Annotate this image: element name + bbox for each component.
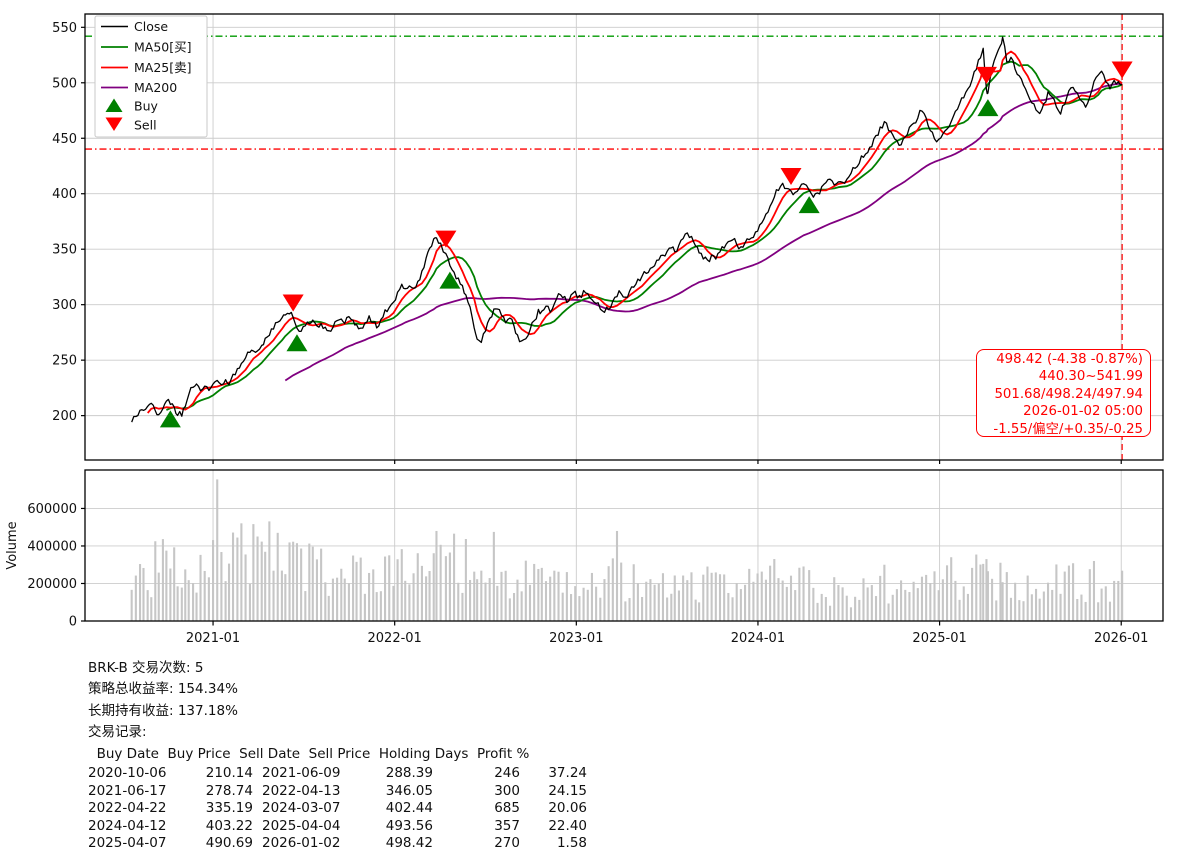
trade-cell: 2022-04-22 [88,800,167,817]
trade-row: 2024-04-12 403.22 2025-04-04 493.56 357 22.40 [88,818,587,836]
annotation-datetime: 2026-01-02 05:00 [1023,404,1143,420]
sell-marker [975,66,997,84]
trade-row: 2020-10-06 210.14 2021-06-09 288.39 246 37.24 [88,765,587,783]
trade-cell: 246 [494,765,520,782]
legend-label: Close [134,19,168,34]
trade-cell: 1.58 [556,835,587,852]
last-quote-annotation: 498.42 (-4.38 -0.87%) 440.30~541.99 501.… [976,349,1151,437]
volume-bars [130,479,1124,621]
trade-cell: 2020-10-06 [88,765,167,782]
trade-cell: 2025-04-04 [262,817,341,834]
legend-sell-icon [105,117,123,131]
trade-cell: 37.24 [548,765,587,782]
buy-marker [439,271,461,289]
volume-ytick-label: 400000 [27,539,77,554]
trade-cell: 2025-04-07 [88,835,167,852]
stat-trade-count: BRK-B 交易次数: 5 [88,660,204,676]
price-ytick-label: 550 [52,21,77,36]
trade-cell: 288.39 [385,765,433,782]
xtick-label: 2024-01 [731,631,785,646]
xtick-label: 2022-01 [368,631,422,646]
legend: Close MA50[买] MA25[卖] MA200 Buy Sell [94,15,208,138]
trade-cell: 490.69 [205,835,253,852]
buy-marker [286,334,308,352]
volume-ytick-label: 0 [69,615,77,630]
buy-marker [159,410,181,428]
trade-cell: 2021-06-17 [88,782,167,799]
trade-cell: 2024-04-12 [88,817,167,834]
sell-marker [1111,61,1133,79]
legend-label: MA200 [134,80,177,95]
axes: 200 250 300 350 400 450 500 550 0 200000 400000 600… [5,13,1164,646]
trade-cell: 2022-04-13 [262,782,341,799]
stat-trade-log-label: 交易记录: [88,724,147,741]
trade-cell: 278.74 [205,782,253,799]
price-ytick-label: 500 [52,76,77,91]
trade-cell: 685 [494,800,520,817]
trade-row: 2025-04-07 490.69 2026-01-02 498.42 270 1.58 [88,835,587,852]
trade-row: 2022-04-22 335.19 2024-03-07 402.44 685 20.06 [88,800,587,818]
trade-cell: 498.42 [385,835,433,852]
legend-label: MA25[卖] [134,60,192,75]
price-ytick-label: 250 [52,354,77,369]
trade-table-rows: 2020-10-06 210.14 2021-06-09 288.39 246 37.24… [88,765,587,852]
sell-marker [435,230,457,248]
sell-markers [282,61,1133,312]
annotation-signal: -1.55/偏空/+0.35/-0.25 [993,421,1143,437]
price-ytick-label: 350 [52,243,77,258]
price-ytick-label: 400 [52,187,77,202]
price-ytick-label: 300 [52,298,77,313]
trade-cell: 2021-06-09 [262,765,341,782]
buy-marker [977,99,999,117]
trade-cell: 335.19 [205,800,253,817]
trade-cell: 2024-03-07 [262,800,341,817]
sell-marker [780,168,802,186]
trade-cell: 493.56 [385,817,433,834]
trade-cell: 402.44 [385,800,433,817]
strategy-stats: BRK-B 交易次数: 5 策略总收益率: 154.34% 长期持有收益: 13… [88,658,587,852]
volume-ytick-label: 200000 [27,577,77,592]
trade-cell: 22.40 [548,817,587,834]
annotation-ohlc: 501.68/498.24/497.94 [994,386,1143,402]
buy-marker [798,196,820,214]
trade-cell: 357 [494,817,520,834]
annotation-range: 440.30~541.99 [1038,369,1143,385]
trade-table-header: Buy Date Buy Price Sell Date Sell Price … [88,745,530,762]
volume-ytick-label: 600000 [27,502,77,517]
trade-cell: 210.14 [205,765,253,782]
stat-strategy-return: 策略总收益率: 154.34% [88,681,238,698]
legend-label: MA50[买] [134,40,192,55]
price-ytick-label: 200 [52,409,77,424]
close-line [131,36,1123,423]
stat-buyhold-return: 长期持有收益: 137.18% [88,702,238,719]
trade-cell: 346.05 [385,782,433,799]
trade-cell: 300 [494,782,520,799]
trade-cell: 2026-01-02 [262,835,341,852]
ma-line-40 [284,82,1123,382]
trade-cell: 270 [494,835,520,852]
ma-line-5 [147,50,1123,414]
trade-cell: 24.15 [548,782,587,799]
trade-cell: 20.06 [548,800,587,817]
legend-label: Sell [134,118,157,133]
annotation-price-change: 498.42 (-4.38 -0.87%) [996,352,1143,367]
xtick-label: 2026-01 [1094,631,1148,646]
legend-label: Buy [134,99,158,114]
trade-cell: 403.22 [205,817,253,834]
ma-line-10 [166,60,1123,411]
volume-axis-label: Volume [5,521,20,569]
legend-buy-icon [105,98,123,112]
trade-row: 2021-06-17 278.74 2022-04-13 346.05 300 24.15 [88,783,587,801]
sell-marker [282,294,304,312]
xtick-label: 2023-01 [549,631,603,646]
buy-markers [159,99,999,428]
xtick-label: 2025-01 [912,631,966,646]
price-ytick-label: 450 [52,132,77,147]
price-volume-chart: 200 250 300 350 400 450 500 550 0 200000 400000 600… [5,13,1164,646]
xtick-label: 2021-01 [186,631,240,646]
gridlines [85,14,1163,621]
